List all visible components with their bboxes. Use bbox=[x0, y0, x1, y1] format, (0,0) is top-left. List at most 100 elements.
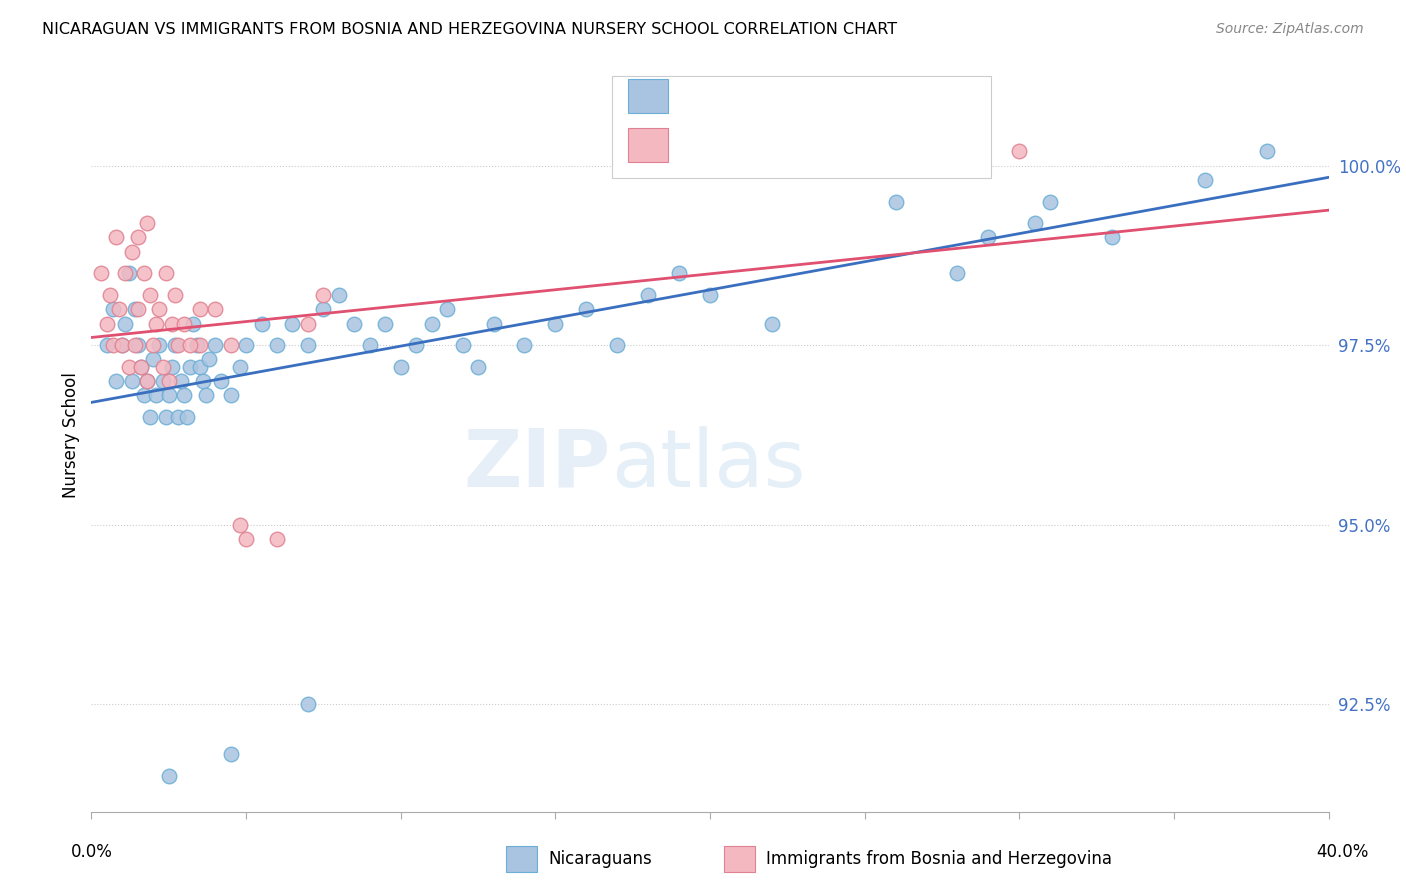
Point bbox=[312, 288, 335, 302]
Point bbox=[297, 317, 319, 331]
Point bbox=[121, 244, 143, 259]
Point bbox=[173, 317, 195, 331]
Point bbox=[155, 266, 177, 280]
Point bbox=[105, 374, 128, 388]
Point bbox=[235, 338, 257, 352]
Text: NICARAGUAN VS IMMIGRANTS FROM BOSNIA AND HERZEGOVINA NURSERY SCHOOL CORRELATION : NICARAGUAN VS IMMIGRANTS FROM BOSNIA AND… bbox=[42, 22, 897, 37]
Text: Immigrants from Bosnia and Herzegovina: Immigrants from Bosnia and Herzegovina bbox=[766, 850, 1112, 868]
Point bbox=[101, 338, 124, 352]
Text: ZIP: ZIP bbox=[464, 426, 612, 504]
Point bbox=[157, 388, 180, 402]
Point bbox=[167, 409, 190, 424]
Point bbox=[114, 266, 136, 280]
Point bbox=[136, 216, 159, 230]
Point bbox=[132, 266, 155, 280]
Point bbox=[467, 359, 489, 374]
Point bbox=[132, 388, 155, 402]
Point bbox=[1008, 145, 1031, 159]
Point bbox=[148, 338, 170, 352]
Point bbox=[139, 288, 162, 302]
Point bbox=[229, 359, 252, 374]
Point bbox=[179, 359, 201, 374]
Point bbox=[170, 374, 193, 388]
Point bbox=[127, 230, 149, 244]
Point bbox=[111, 338, 134, 352]
Point bbox=[179, 338, 201, 352]
Point bbox=[575, 302, 598, 317]
Point bbox=[544, 317, 567, 331]
Text: R = 0.212   N = 39: R = 0.212 N = 39 bbox=[679, 136, 863, 154]
Point bbox=[108, 302, 131, 317]
Point bbox=[163, 338, 186, 352]
Point bbox=[160, 359, 183, 374]
Point bbox=[142, 352, 165, 367]
Point bbox=[761, 317, 783, 331]
Point bbox=[884, 194, 907, 209]
Point bbox=[124, 302, 146, 317]
Point bbox=[176, 409, 198, 424]
Point bbox=[297, 697, 319, 711]
Point bbox=[188, 302, 211, 317]
Point bbox=[359, 338, 381, 352]
Point bbox=[96, 338, 118, 352]
Point bbox=[1024, 216, 1046, 230]
Point bbox=[668, 266, 690, 280]
Point bbox=[229, 517, 252, 532]
Point bbox=[1256, 145, 1278, 159]
Point bbox=[219, 388, 242, 402]
Point bbox=[129, 359, 152, 374]
Text: atlas: atlas bbox=[612, 426, 806, 504]
Point bbox=[136, 374, 159, 388]
Point bbox=[482, 317, 505, 331]
Point bbox=[209, 374, 232, 388]
Point bbox=[606, 338, 628, 352]
Text: Source: ZipAtlas.com: Source: ZipAtlas.com bbox=[1216, 22, 1364, 37]
Point bbox=[191, 374, 214, 388]
Text: 40.0%: 40.0% bbox=[1316, 843, 1369, 861]
Point bbox=[188, 359, 211, 374]
Point bbox=[312, 302, 335, 317]
Text: 0.0%: 0.0% bbox=[70, 843, 112, 861]
Point bbox=[129, 359, 152, 374]
Point bbox=[204, 338, 226, 352]
Point bbox=[328, 288, 350, 302]
Point bbox=[142, 338, 165, 352]
Point bbox=[139, 409, 162, 424]
Point bbox=[219, 747, 242, 762]
Point bbox=[136, 374, 159, 388]
Point bbox=[148, 302, 170, 317]
Point bbox=[111, 338, 134, 352]
Point bbox=[1194, 173, 1216, 187]
Point bbox=[513, 338, 536, 352]
Point bbox=[145, 388, 167, 402]
Y-axis label: Nursery School: Nursery School bbox=[62, 372, 80, 498]
Point bbox=[235, 532, 257, 546]
Point bbox=[699, 288, 721, 302]
Point bbox=[160, 317, 183, 331]
Point bbox=[204, 302, 226, 317]
Point bbox=[186, 338, 208, 352]
Point bbox=[163, 288, 186, 302]
Point bbox=[121, 374, 143, 388]
Point bbox=[157, 374, 180, 388]
Point bbox=[389, 359, 412, 374]
Point bbox=[145, 317, 167, 331]
Point bbox=[167, 338, 190, 352]
Point bbox=[436, 302, 458, 317]
Text: Nicaraguans: Nicaraguans bbox=[548, 850, 652, 868]
Point bbox=[124, 338, 146, 352]
Point bbox=[152, 374, 174, 388]
Point bbox=[127, 302, 149, 317]
Point bbox=[114, 317, 136, 331]
Point bbox=[219, 338, 242, 352]
Point bbox=[188, 338, 211, 352]
Point bbox=[183, 317, 205, 331]
Text: R = 0.301   N = 72: R = 0.301 N = 72 bbox=[679, 87, 863, 105]
Point bbox=[127, 338, 149, 352]
Point bbox=[155, 409, 177, 424]
Point bbox=[90, 266, 112, 280]
Point bbox=[374, 317, 396, 331]
Point bbox=[946, 266, 969, 280]
Point bbox=[194, 388, 217, 402]
Point bbox=[1039, 194, 1062, 209]
